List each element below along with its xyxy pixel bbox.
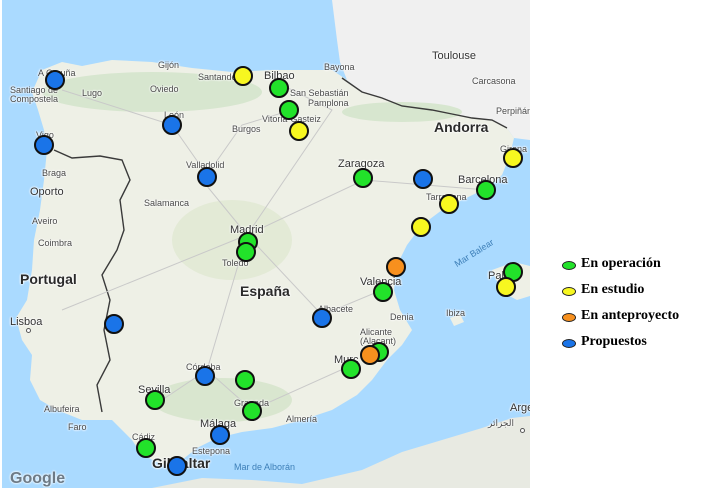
veg-pyrenees [342, 102, 462, 122]
label-pamplona: Pamplona [308, 98, 349, 108]
marker-proposed[interactable] [195, 366, 215, 386]
label-albacete: Albacete [318, 304, 354, 314]
label-santiago: Santiago de Compostela [10, 85, 59, 104]
legend-dot-preproject [562, 313, 576, 322]
marker-study[interactable] [439, 194, 459, 214]
marker-operation[interactable] [353, 168, 373, 188]
border-portugal [53, 149, 131, 413]
label-toledo: Toledo [222, 258, 249, 268]
label-lisboa: Lisboa [10, 316, 43, 328]
label-argel-ar: الجزائر [488, 418, 514, 428]
marker-proposed[interactable] [34, 135, 54, 155]
label-braga: Braga [42, 168, 67, 178]
marker-operation[interactable] [373, 282, 393, 302]
label-bayona: Bayona [324, 62, 355, 72]
legend-dot-operation [562, 261, 576, 270]
land-france [332, 0, 530, 140]
label-alicante: Alicante (Alacant) [360, 327, 397, 346]
label-portugal: Portugal [20, 271, 77, 287]
legend-dot-proposed [562, 339, 576, 348]
marker-preproject[interactable] [360, 345, 380, 365]
veg-south [152, 378, 292, 422]
marker-proposed[interactable] [197, 167, 217, 187]
label-oviedo: Oviedo [150, 84, 179, 94]
label-albufeira: Albufeira [44, 404, 80, 414]
label-zaragoza: Zaragoza [338, 158, 385, 170]
marker-proposed[interactable] [162, 115, 182, 135]
veg-north [42, 72, 262, 112]
veg-center [172, 200, 292, 280]
label-ibiza: Ibiza [446, 308, 466, 318]
label-santander: Santander [198, 72, 240, 82]
label-mar-alboran: Mar de Alborán [234, 462, 296, 472]
label-coimbra: Coimbra [38, 238, 73, 248]
marker-operation[interactable] [145, 390, 165, 410]
marker-study[interactable] [289, 121, 309, 141]
marker-operation[interactable] [236, 242, 256, 262]
label-faro: Faro [68, 422, 87, 432]
label-argel: Arge [510, 402, 530, 414]
label-denia: Denia [390, 312, 414, 322]
label-espana: España [240, 283, 290, 299]
label-lugo: Lugo [82, 88, 103, 98]
label-estepona: Estepona [192, 446, 231, 456]
marker-proposed[interactable] [167, 456, 187, 476]
border-france [341, 77, 508, 129]
label-oporto: Oporto [30, 186, 64, 198]
label-gijon: Gijón [158, 60, 180, 70]
label-salamanca: Salamanca [144, 198, 190, 208]
marker-operation[interactable] [136, 438, 156, 458]
map-base [16, 0, 530, 488]
label-bilbao: Bilbao [264, 70, 295, 82]
marker-operation[interactable] [235, 370, 255, 390]
marker-proposed[interactable] [312, 308, 332, 328]
label-valladolid: Valladolid [186, 160, 225, 170]
marker-study[interactable] [496, 277, 516, 297]
label-aveiro: Aveiro [32, 216, 58, 226]
land-ibiza [450, 314, 464, 326]
marker-study[interactable] [411, 217, 431, 237]
google-watermark: Google [10, 470, 66, 487]
legend-dot-study [562, 287, 576, 296]
marker-proposed[interactable] [210, 425, 230, 445]
label-toulouse: Toulouse [432, 50, 477, 62]
marker-proposed[interactable] [45, 70, 65, 90]
land-africa [152, 416, 530, 488]
marker-preproject[interactable] [386, 257, 406, 277]
label-perpinan: Perpiñán [496, 106, 530, 116]
marker-study[interactable] [503, 148, 523, 168]
marker-operation[interactable] [269, 78, 289, 98]
label-sansebastian: San Sebastián [290, 88, 349, 98]
marker-operation[interactable] [279, 100, 299, 120]
legend-label-study: En estudio [581, 282, 645, 297]
argel-dot [520, 428, 525, 433]
label-burgos: Burgos [232, 124, 261, 134]
lisboa-dot [26, 328, 31, 333]
marker-proposed[interactable] [413, 169, 433, 189]
label-cadiz: Cádiz [132, 432, 156, 442]
legend-label-proposed: Propuestos [581, 334, 647, 349]
map[interactable]: Portugal España Andorra Mar Balear Mar d… [2, 0, 530, 488]
label-madrid: Madrid [230, 224, 264, 236]
marker-proposed[interactable] [104, 314, 124, 334]
label-almeria: Almería [286, 414, 318, 424]
marker-operation[interactable] [242, 401, 262, 421]
legend-label-operation: En operación [581, 256, 661, 271]
marker-operation[interactable] [476, 180, 496, 200]
label-carcasona: Carcasona [472, 76, 516, 86]
marker-operation[interactable] [341, 359, 361, 379]
label-andorra: Andorra [434, 119, 489, 135]
legend-label-preproject: En anteproyecto [581, 308, 680, 323]
marker-study[interactable] [233, 66, 253, 86]
